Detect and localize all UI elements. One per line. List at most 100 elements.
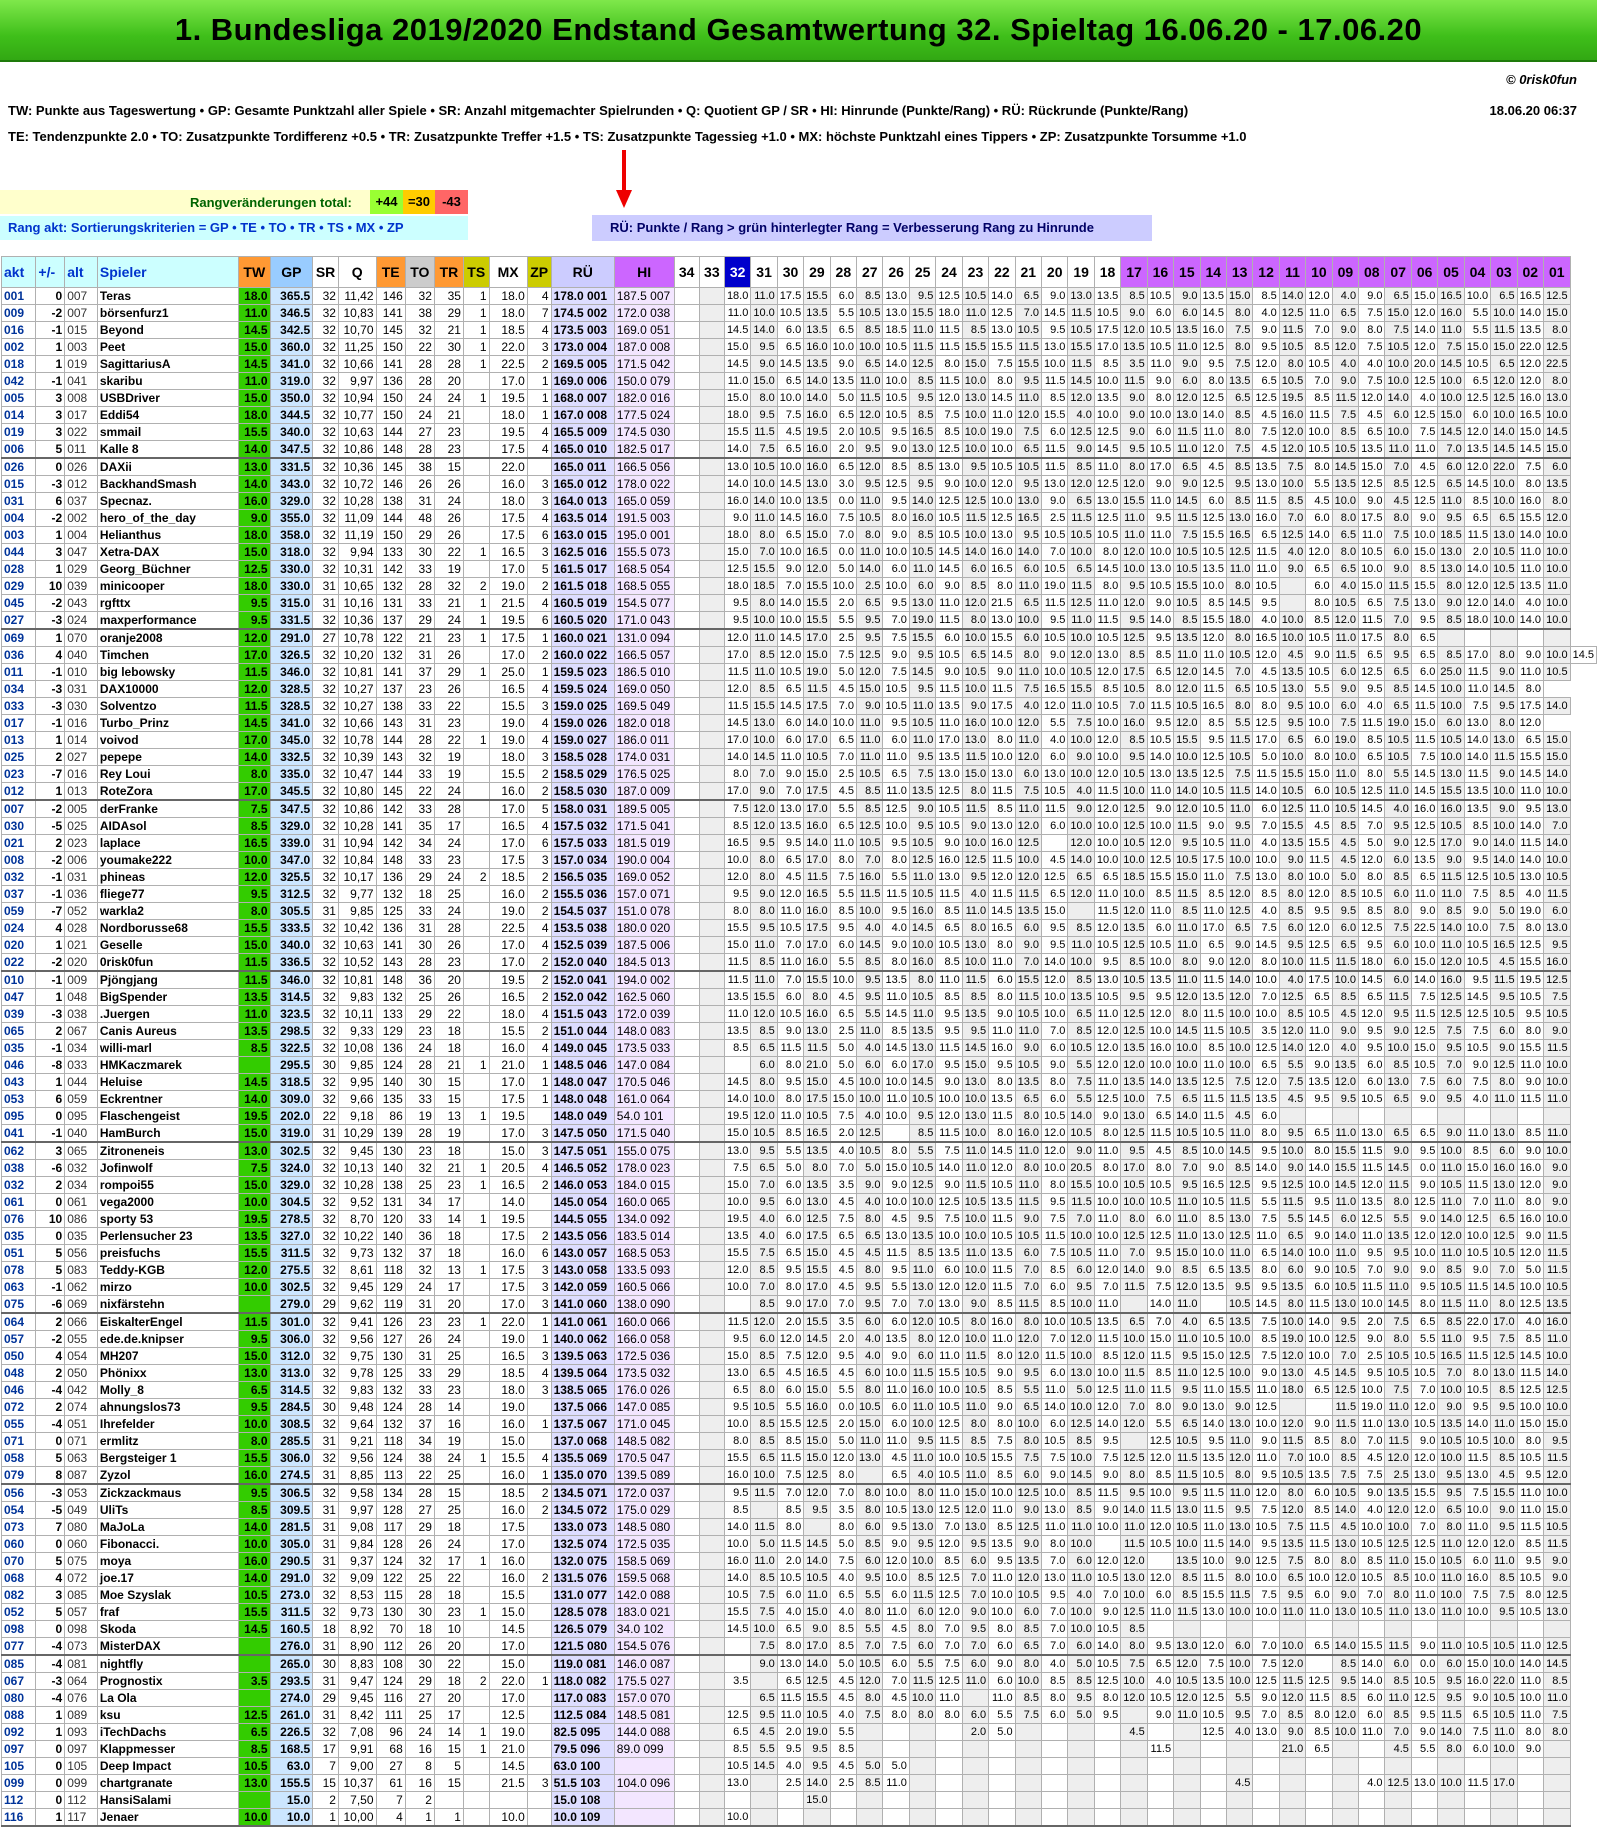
cell-tw: 8.5 — [238, 1039, 271, 1057]
cell-md: 11.0 — [1199, 423, 1227, 441]
cell-md: 6.5 — [776, 372, 805, 390]
cell-ru: 143.0 057 — [550, 1244, 615, 1262]
cell-md: 6.5 — [1384, 287, 1412, 305]
cell-md: 11.0 — [1437, 1330, 1465, 1348]
cell-mx: 21.0 — [488, 1056, 528, 1074]
cell-md: 5.0 — [988, 1723, 1016, 1741]
cell-md: 9.0 — [1225, 1398, 1254, 1416]
cell-ru: 167.0 008 — [550, 406, 615, 424]
cell-hi: 144.0 088 — [613, 1723, 675, 1741]
cell-alt: 073 — [64, 1637, 98, 1656]
table-row: 047 1 048 BigSpender 13.5 314.5 32 9,83 132 25 26 1… — [0, 988, 1597, 1006]
cell-md: 4.0 — [1358, 1774, 1386, 1792]
cell-te: 143 — [375, 953, 406, 972]
cell-md: 9.5 — [1014, 372, 1043, 390]
cell-pm: -1 — [35, 1039, 66, 1057]
cell-md: 10.0 — [1437, 1774, 1465, 1792]
cell-md: 7.5 — [1252, 423, 1280, 441]
cell-md: 12.0 — [1463, 1535, 1492, 1553]
cell-md — [1331, 1107, 1360, 1125]
cell-md: 9.0 — [1146, 1261, 1175, 1279]
cell-md: 6.0 — [882, 1415, 910, 1433]
cell-md: 12.0 — [1384, 1449, 1412, 1467]
cell-ru: 63.0 100 — [550, 1757, 615, 1775]
cell-md: 11.0 — [1305, 1603, 1333, 1621]
cell-md: 9.5 — [1040, 936, 1069, 954]
cell-md: 2.5 — [776, 1774, 805, 1792]
cell-md: 6.5 — [1331, 560, 1360, 578]
cell-md: 12.0 — [1014, 817, 1043, 835]
cell-md — [750, 1791, 778, 1809]
cell-md — [988, 1740, 1016, 1758]
cell-alt: 066 — [64, 1312, 98, 1331]
cell-md: 16.5 — [1040, 680, 1069, 698]
cell-md: 11.5 — [803, 1039, 831, 1057]
cell-tw — [238, 1654, 271, 1673]
cell-md: 14.5 — [1437, 423, 1465, 441]
cell-md: 14.5 — [1410, 680, 1439, 698]
cell-md: 18.0 — [723, 287, 752, 305]
column-header-to: TO — [404, 256, 435, 288]
cell-ru: 158.5 028 — [550, 748, 615, 766]
cell-spieler: Nordborusse68 — [96, 919, 240, 937]
cell-md: 10.0 — [1437, 1586, 1465, 1604]
cell-md: 9.0 — [961, 817, 990, 835]
cell-md: 2.5 — [1384, 1466, 1412, 1485]
cell-md: 11.0 — [856, 714, 884, 732]
cell-md — [1146, 1723, 1175, 1741]
cell-md: 8.0 — [829, 851, 858, 869]
cell-md — [673, 1723, 700, 1741]
cell-md — [698, 988, 725, 1006]
cell-md: 12.0 — [1040, 697, 1069, 715]
cell-md: 8.5 — [1358, 1552, 1386, 1570]
cell-sr: 29 — [312, 1295, 339, 1314]
cell-ts: 1 — [462, 1740, 490, 1758]
cell-md: 14.0 — [1173, 782, 1201, 801]
cell-md: 9.5 — [1358, 1364, 1386, 1382]
cell-md: 7.5 — [829, 868, 858, 886]
cell-md: 10.0 — [1093, 1518, 1122, 1536]
cell-mx: 18.0 — [488, 492, 528, 510]
cell-md: 8.5 — [1305, 611, 1333, 630]
cell-hi: 150.0 079 — [613, 372, 675, 390]
cell-md: 12.0 — [1331, 1569, 1360, 1587]
cell-hi: 170.5 047 — [613, 1449, 675, 1467]
cell-spieler: .Juergen — [96, 1005, 240, 1023]
cell-md: 14.0 — [935, 1159, 963, 1177]
cell-md: 15.0 — [1410, 1552, 1439, 1570]
cell-akt: 098 — [0, 1620, 37, 1638]
cell-md: 13.0 — [1384, 1073, 1412, 1091]
cell-md: 12.5 — [1410, 834, 1439, 852]
cell-mx: 18.0 — [488, 304, 528, 322]
cell-gp: 311.5 — [269, 1603, 314, 1621]
cell-md: 7.5 — [935, 406, 963, 424]
cell-md: 11.5 — [1252, 492, 1280, 510]
cell-md: 11.5 — [1358, 1141, 1386, 1160]
cell-md: 16.5 — [988, 919, 1016, 937]
cell-md: 11.5 — [1173, 1466, 1201, 1485]
cell-md: 15.0 — [1543, 440, 1571, 459]
cell-md: 10.0 — [1146, 406, 1175, 424]
cell-gp: 314.5 — [269, 988, 314, 1006]
cell-gp: 330.0 — [269, 577, 314, 595]
cell-md: 11.5 — [750, 1483, 778, 1502]
cell-md: 8.0 — [1225, 338, 1254, 356]
cell-md: 6.0 — [1040, 423, 1069, 441]
cell-md: 11.0 — [1146, 1603, 1175, 1621]
cell-sr: 32 — [312, 953, 339, 972]
cell-md — [698, 1757, 725, 1775]
cell-md: 14.0 — [776, 594, 805, 612]
cell-md: 12.5 — [1384, 1774, 1412, 1792]
cell-md — [698, 543, 725, 561]
cell-md: 6.0 — [1305, 1586, 1333, 1604]
cell-alt: 053 — [64, 1483, 98, 1502]
cell-md: 10.0 — [1173, 1039, 1201, 1057]
cell-md: 10.0 — [988, 1483, 1016, 1502]
cell-md: 11.0 — [776, 1107, 805, 1125]
cell-md: 8.5 — [1305, 1723, 1333, 1741]
cell-to: 34 — [404, 834, 435, 852]
cell-to: 30 — [404, 1603, 435, 1621]
cell-md: 4.5 — [1331, 1005, 1360, 1023]
cell-md: 14.5 — [1463, 475, 1492, 493]
cell-md: 6.0 — [1278, 919, 1307, 937]
